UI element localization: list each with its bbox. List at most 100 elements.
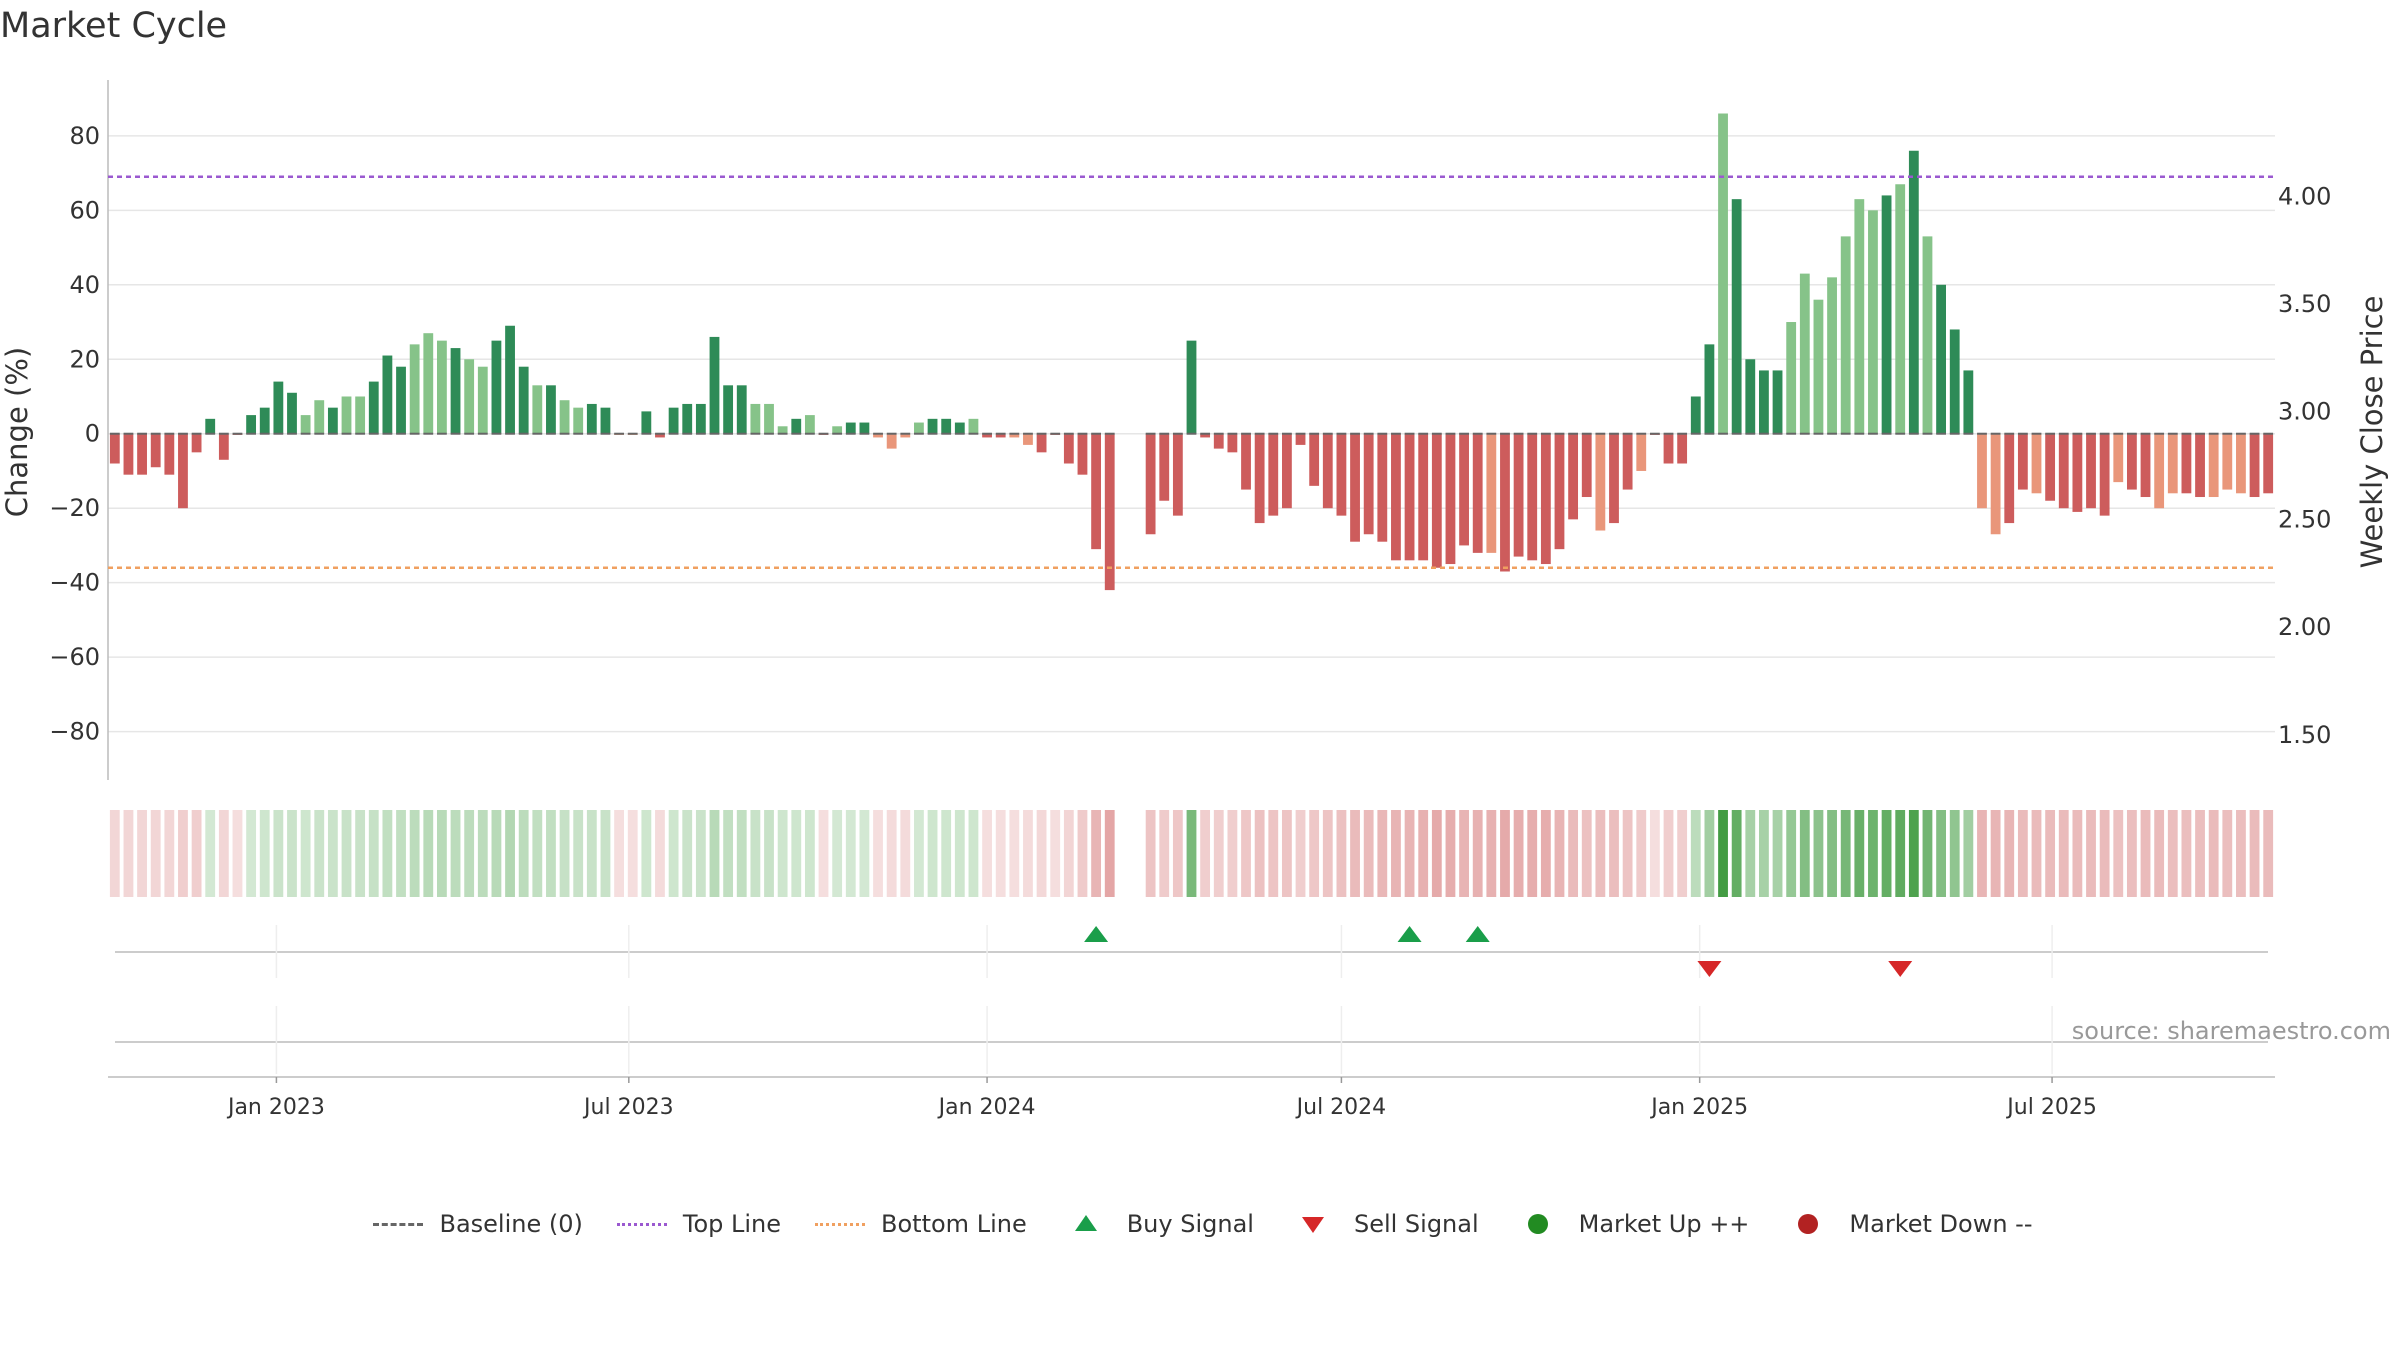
bottom-line-swatch [809,1211,871,1237]
regime-cell [1854,810,1865,897]
regime-cell [573,810,584,897]
y-tick-label: −60 [49,643,100,671]
bar [1581,433,1592,498]
regime-cell [709,810,720,897]
bar [1404,433,1415,561]
regime-cell [1513,810,1524,897]
regime-cell [1731,810,1742,897]
regime-cell [2249,810,2260,897]
regime-cell [2086,810,2096,897]
bar [832,426,843,434]
regime-cell [1936,810,1946,897]
regime-cell [1554,810,1565,897]
bar [1159,433,1170,501]
bar [1431,433,1442,568]
regime-cell [355,810,366,897]
x-tick-label: Jul 2024 [1295,1095,1387,1120]
bar [1459,433,1469,546]
bar [1227,433,1238,453]
y-axis-title: Change (%) [0,347,34,517]
bar [573,407,584,434]
regime-cell [1159,810,1170,897]
bar [1759,370,1769,434]
bar [941,418,952,434]
y-tick-label: 60 [69,196,100,224]
regime-cell [627,810,638,897]
regime-cell [614,810,624,897]
regime-cell [2099,810,2110,897]
bar [1500,433,1510,572]
regime-cell [300,810,311,897]
regime-cell [2263,810,2274,897]
bar [777,426,788,434]
regime-cell [586,810,597,897]
x-axis: Jan 2023 Jul 2023 Jan 2024 Jul 2024 Jan 2025… [108,1076,2275,1120]
regime-cell [1350,810,1360,897]
regime-cell [1908,810,1919,897]
bar [1063,433,1074,464]
sell-triangle-icon [1301,1217,1324,1233]
regime-cell [205,810,216,897]
bar [1609,433,1619,524]
bar [2086,433,2096,509]
regime-cell [1895,810,1906,897]
bar [1677,433,1688,464]
bar [1690,396,1701,434]
regime-cell [1268,810,1279,897]
bar [1772,370,1783,434]
bar [2045,433,2056,501]
regime-cell [1868,810,1878,897]
regime-cell [1336,810,1347,897]
market-down-dot-icon [1798,1214,1819,1234]
bar [791,418,802,434]
legend-item-bottom-line: Bottom Line [809,1210,1027,1238]
bar [1868,210,1878,434]
bar [2113,433,2124,483]
regime-cell [1404,810,1415,897]
bar [1745,359,1756,434]
regime-cell [1227,810,1238,897]
bar [1554,433,1565,550]
bar [341,396,352,434]
regime-cell [1840,810,1851,897]
y2-tick-label: 4.00 [2278,182,2331,210]
regime-cell [2222,810,2233,897]
regime-cell [845,810,856,897]
regime-cell [1377,810,1388,897]
regime-cell [2031,810,2042,897]
bar [873,433,883,438]
legend-item-buy-signal: Buy Signal [1055,1210,1254,1238]
legend-label-top-line: Top Line [682,1210,782,1238]
regime-cell [1540,810,1551,897]
bar [1949,329,1960,434]
bar [2031,433,2042,494]
regime-cell [968,810,979,897]
bar [532,385,543,434]
bar [736,385,747,434]
regime-cell [2140,810,2151,897]
regime-cell [1418,810,1429,897]
y2-tick-label: 2.50 [2278,505,2331,533]
y2-tick-label: 3.50 [2278,290,2331,318]
bar [123,433,134,475]
bar [273,381,284,434]
bar [1023,433,1033,445]
regime-cell [1213,810,1224,897]
bar [1336,433,1347,516]
bar [437,340,447,434]
bar [1472,433,1483,553]
bar [1922,236,1933,434]
bar [2208,433,2219,498]
regime-strip [109,810,2274,897]
regime-cell [1063,810,1074,897]
regime-cell [546,810,556,897]
bar [1391,433,1401,561]
regime-cell [1431,810,1442,897]
bar [191,433,202,453]
bar [1799,273,1810,434]
regime-cell [641,810,652,897]
bar [1990,433,2001,535]
chart-title: Market Cycle [0,6,228,46]
bar [2236,433,2246,494]
x-tick-label: Jan 2024 [937,1095,1036,1120]
